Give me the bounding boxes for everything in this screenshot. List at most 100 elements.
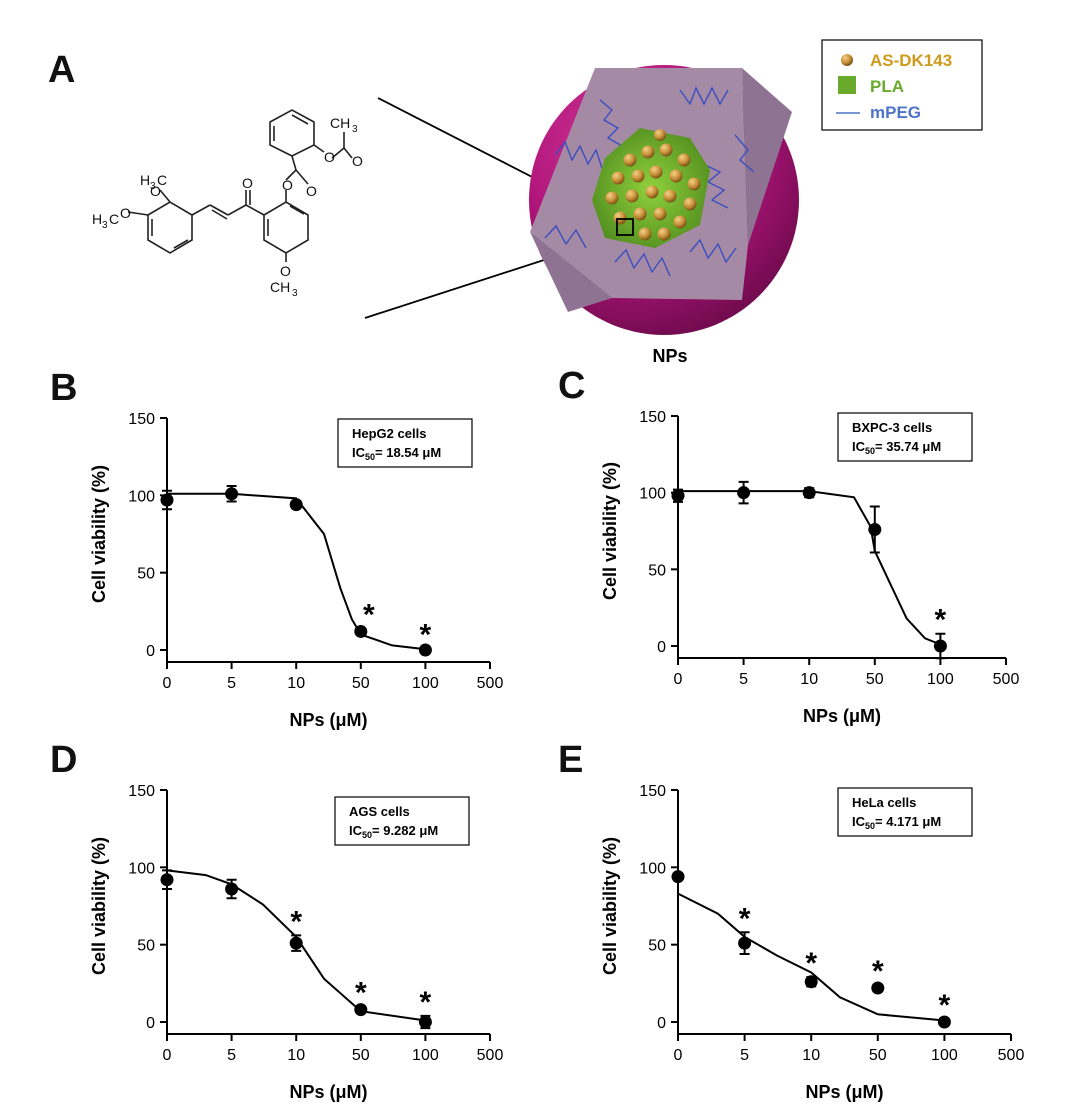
svg-text:C: C [157,172,167,188]
info-box [337,418,473,468]
panel-a-letter: A [48,49,75,91]
panel-letter: C [558,365,585,407]
svg-text:O: O [306,183,317,199]
y-axis-title: Cell viability (%) [89,837,109,975]
svg-text:H: H [140,172,150,188]
significance-star: * [805,947,817,980]
y-tick-label: 50 [137,938,155,955]
panel-a: A [48,39,983,366]
data-point [354,1003,368,1017]
chart-b: B 0 50 100 150 0 5 10 50 100 500 NPs (μM) Cell viabi… [50,367,503,730]
panel-letter: D [50,739,77,781]
x-tick-label: 10 [800,671,818,688]
chart-d: D 0 50 100 150 0 5 10 50 100 500 NPs (μM) Cell viabi… [50,739,503,1102]
x-tick-label: 500 [477,675,504,692]
data-point [225,882,239,896]
x-tick-label: 10 [287,675,305,692]
panel-letter: B [50,367,77,409]
svg-text:O: O [120,205,131,221]
data-point [418,643,432,657]
y-tick-label: 150 [639,409,666,426]
x-tick-label: 500 [993,671,1020,688]
data-point [354,624,368,638]
nanoparticle-diagram [529,65,799,335]
data-point [418,1015,432,1029]
y-axis-title: Cell viability (%) [600,462,620,600]
x-tick-label: 100 [412,675,439,692]
y-tick-label: 100 [639,860,666,877]
x-tick-label: 0 [674,671,683,688]
significance-star: * [935,604,947,637]
fit-curve [167,492,426,651]
svg-text:3: 3 [102,220,108,231]
svg-text:O: O [352,153,363,169]
x-tick-label: 50 [869,1047,887,1064]
ic50-label: IC50= 18.54 μM [352,445,441,462]
y-axis-title: Cell viability (%) [600,837,620,975]
y-axis-title: Cell viability (%) [89,465,109,603]
x-tick-label: 500 [998,1047,1025,1064]
data-point [933,639,947,653]
legend-bead-icon [841,54,853,66]
y-tick-label: 100 [128,860,155,877]
y-tick-label: 150 [128,411,155,428]
cell-line-label: HepG2 cells [352,426,426,441]
y-tick-label: 50 [137,566,155,583]
x-tick-label: 50 [352,675,370,692]
x-tick-label: 50 [866,671,884,688]
significance-star: * [872,955,884,988]
data-point [868,522,882,536]
significance-star: * [290,905,302,938]
data-point [871,981,885,995]
x-tick-label: 100 [927,671,954,688]
x-axis-title: NPs (μM) [805,1082,883,1102]
data-point [802,486,816,500]
y-tick-label: 50 [648,938,666,955]
significance-star: * [420,618,432,651]
svg-text:O: O [150,183,161,199]
y-tick-label: 0 [657,1015,666,1032]
cell-line-label: BXPC-3 cells [852,420,932,435]
significance-star: * [355,977,367,1010]
y-tick-label: 50 [648,562,666,579]
particle-label: NPs [652,346,687,366]
cell-line-label: HeLa cells [852,795,916,810]
legend-label-drug: AS-DK143 [870,51,952,70]
data-point [937,1015,951,1029]
x-axis-title: NPs (μM) [289,710,367,730]
y-tick-label: 0 [146,1015,155,1032]
y-tick-label: 150 [639,783,666,800]
x-tick-label: 5 [227,1047,236,1064]
data-point [160,873,174,887]
svg-text:H: H [92,211,102,227]
svg-text:O: O [242,175,253,191]
y-tick-label: 0 [146,643,155,660]
x-tick-label: 5 [740,1047,749,1064]
cell-line-label: AGS cells [349,804,410,819]
info-box [837,787,973,837]
significance-star: * [939,989,951,1022]
significance-star: * [363,598,375,631]
data-point [671,489,685,503]
chart-c: C 0 50 100 150 0 5 10 50 100 500 NPs (μM) Cell viabi… [558,365,1019,726]
legend-label-pla: PLA [870,77,904,96]
data-point [737,486,751,500]
info-box [334,796,470,846]
x-tick-label: 100 [931,1047,958,1064]
svg-text:CH: CH [270,279,290,295]
data-point [738,936,752,950]
y-tick-label: 150 [128,783,155,800]
data-point [804,975,818,989]
x-tick-label: 0 [674,1047,683,1064]
significance-star: * [420,986,432,1019]
svg-text:CH: CH [330,115,350,131]
x-tick-label: 5 [227,675,236,692]
ic50-label: IC50= 9.282 μM [349,823,438,840]
ic50-label: IC50= 4.171 μM [852,814,941,831]
info-box [837,412,973,462]
x-tick-label: 0 [163,675,172,692]
svg-text:O: O [280,263,291,279]
data-point [225,487,239,501]
